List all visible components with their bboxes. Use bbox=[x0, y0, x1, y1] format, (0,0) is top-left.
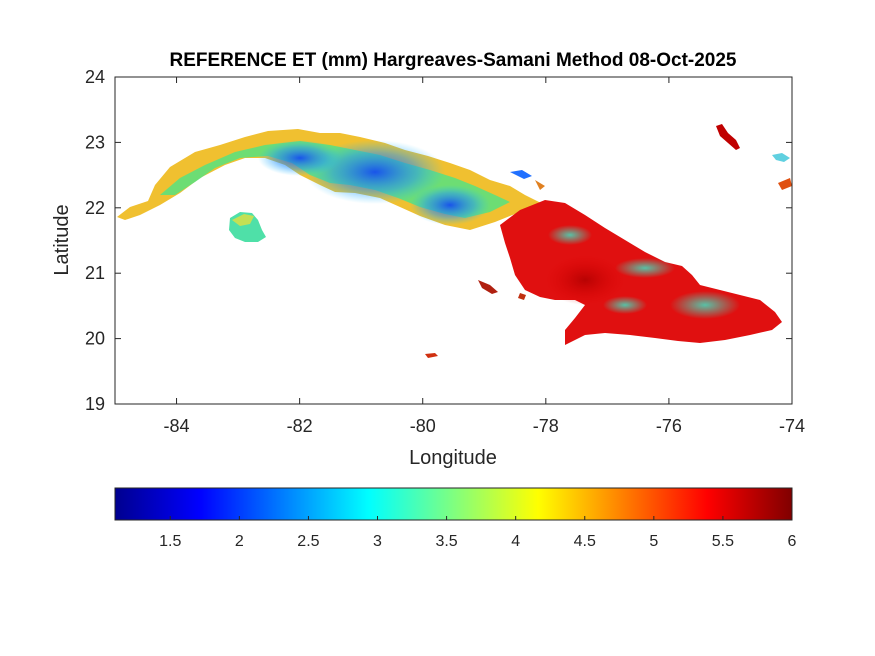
colorbar-tick-label: 2.5 bbox=[297, 533, 319, 550]
x-tick-label: -82 bbox=[287, 416, 313, 436]
mid-zone-east-2 bbox=[670, 291, 740, 319]
cay-south-2 bbox=[425, 353, 438, 358]
x-axis: -84 -82 -80 -78 -76 -74 bbox=[164, 77, 805, 436]
colorbar-tick-label: 6 bbox=[788, 533, 797, 550]
y-tick-label: 21 bbox=[85, 263, 105, 283]
colorbar bbox=[114, 487, 793, 521]
island-bahamas-2 bbox=[772, 153, 790, 162]
cay-north-2 bbox=[535, 180, 545, 190]
colorbar-tick-label: 1.5 bbox=[159, 533, 181, 550]
cool-zone-east bbox=[410, 185, 490, 225]
x-tick-label: -76 bbox=[656, 416, 682, 436]
field-isla-juventud-warm bbox=[232, 214, 254, 226]
y-tick-label: 19 bbox=[85, 394, 105, 414]
cay-south-3 bbox=[518, 293, 526, 300]
x-tick-label: -74 bbox=[779, 416, 805, 436]
colorbar-tick-label: 3 bbox=[373, 533, 382, 550]
mid-zone-east-1 bbox=[615, 258, 675, 278]
axes-box bbox=[114, 76, 793, 405]
colorbar-tick-label: 2 bbox=[235, 533, 244, 550]
y-tick-label: 23 bbox=[85, 132, 105, 152]
colorbar-tick-label: 5 bbox=[649, 533, 658, 550]
cool-zone-west bbox=[258, 140, 342, 176]
hot-zone-core bbox=[545, 255, 625, 305]
x-tick-label: -84 bbox=[164, 416, 190, 436]
mid-zone-east-3 bbox=[603, 296, 647, 314]
map-title: REFERENCE ET (mm) Hargreaves-Samani Meth… bbox=[170, 50, 737, 71]
y-axis-label: Latitude bbox=[51, 204, 73, 275]
cay-south-1 bbox=[478, 280, 498, 294]
y-axis: 19 20 21 22 23 24 bbox=[85, 67, 792, 414]
cay-north-1 bbox=[510, 170, 532, 179]
y-tick-label: 20 bbox=[85, 329, 105, 349]
plot-area bbox=[115, 77, 792, 404]
colorbar-tick-label: 5.5 bbox=[712, 533, 734, 550]
colorbar-axis: 1.5 2 2.5 3 3.5 4 4.5 5 5.5 6 bbox=[159, 516, 797, 550]
colorbar-tick-label: 4.5 bbox=[574, 533, 596, 550]
y-tick-label: 22 bbox=[85, 198, 105, 218]
island-bahamas-1 bbox=[716, 124, 740, 150]
x-axis-label: Longitude bbox=[409, 447, 497, 469]
island-bahamas-3 bbox=[778, 178, 792, 190]
colorbar-tick-label: 3.5 bbox=[435, 533, 457, 550]
et-field bbox=[117, 124, 792, 358]
x-tick-label: -80 bbox=[410, 416, 436, 436]
colorbar-tick-label: 4 bbox=[511, 533, 520, 550]
mid-zone-east-4 bbox=[548, 225, 592, 245]
y-tick-label: 24 bbox=[85, 67, 105, 87]
x-tick-label: -78 bbox=[533, 416, 559, 436]
